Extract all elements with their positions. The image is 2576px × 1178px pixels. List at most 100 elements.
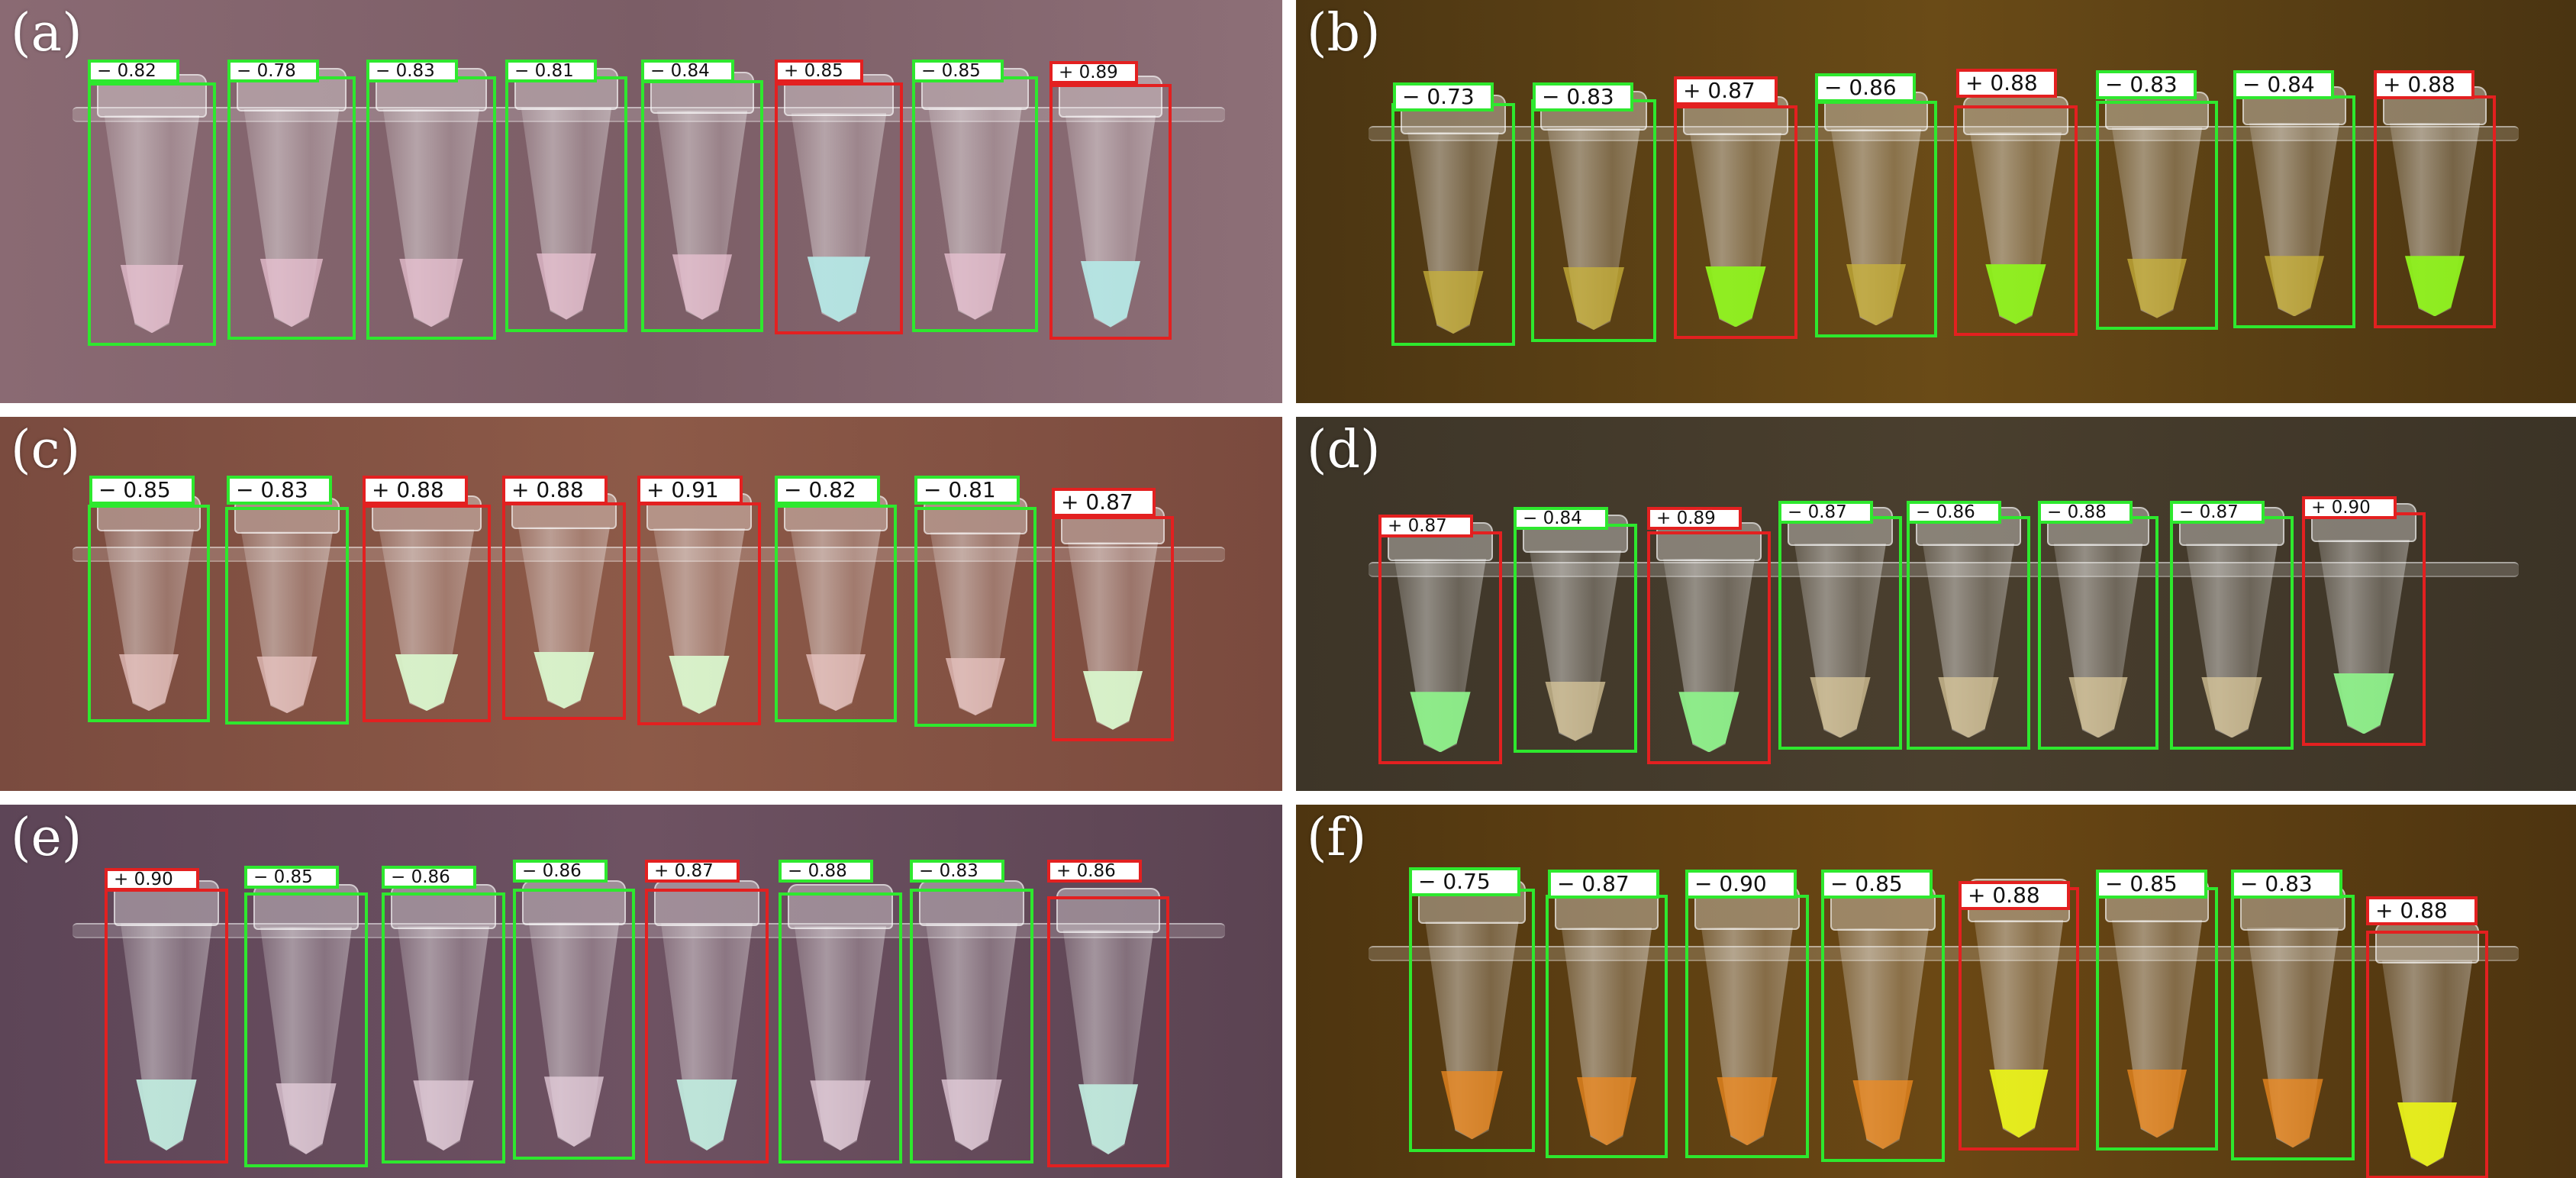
photo-panel: − 0.73 − 0.83 + 0.87 − 0.86 + 0.88 − 0.83 − 0.… <box>1296 0 2576 403</box>
tube-cap <box>1056 888 1161 934</box>
tube-cap <box>253 884 359 930</box>
detection-label: + 0.88 <box>1959 881 2070 910</box>
detection-label: − 0.84 <box>1514 507 1608 530</box>
detection-label: − 0.81 <box>914 476 1020 505</box>
panel-letter: (f) <box>1307 808 1367 868</box>
detection-box-positive <box>105 889 228 1163</box>
detection-box-negative <box>366 76 496 340</box>
pcr-tube <box>1052 883 1165 1163</box>
tube-cap <box>521 880 627 926</box>
photo-panel: + 0.90 − 0.85 − 0.86 − 0.86 + 0.87 − 0.88 − 0.… <box>0 805 1282 1178</box>
tube-cap <box>2374 921 2480 963</box>
detection-label: + 0.88 <box>2366 896 2478 925</box>
detection-box-negative <box>225 507 349 725</box>
photo-panel: + 0.87 − 0.84 + 0.89 − 0.87 − 0.86 − 0.88 − 0.… <box>1296 417 2576 791</box>
detection-label: − 0.84 <box>2233 70 2334 99</box>
detection-box-negative <box>2233 95 2355 328</box>
pcr-tube <box>367 491 486 718</box>
tube-rack <box>73 923 1225 938</box>
pcr-tube <box>783 879 898 1159</box>
detection-box-positive <box>1674 105 1797 339</box>
detection-box-negative <box>2038 516 2158 750</box>
detection-box-negative <box>641 80 763 332</box>
pcr-tube <box>2371 917 2484 1174</box>
detection-label: − 0.86 <box>1815 73 1916 102</box>
detection-label: + 0.87 <box>1052 488 1156 517</box>
detection-box-positive <box>775 82 903 334</box>
panel-letter: (c) <box>11 420 81 480</box>
detection-label: + 0.88 <box>1956 69 2057 98</box>
pcr-tube <box>2378 82 2491 324</box>
detection-label: − 0.87 <box>2170 501 2265 524</box>
detection-box-negative <box>1409 889 1535 1152</box>
detection-label: − 0.86 <box>382 866 476 889</box>
detection-label: − 0.88 <box>779 860 873 883</box>
detection-box-positive <box>1647 531 1771 764</box>
photo-panel: − 0.82 − 0.78 − 0.83 − 0.81 − 0.84 + 0.85 − 0.… <box>0 0 1282 403</box>
pcr-tube <box>1383 518 1498 760</box>
pcr-tube <box>249 879 363 1163</box>
detection-label: − 0.86 <box>1907 501 2001 524</box>
detection-label: − 0.83 <box>227 476 332 505</box>
detection-label: − 0.81 <box>505 60 597 82</box>
pcr-tube <box>919 493 1032 722</box>
pcr-tube <box>646 66 759 328</box>
pcr-tube <box>914 875 1029 1159</box>
detection-label: − 0.84 <box>641 60 734 82</box>
detection-box-positive <box>2302 512 2426 746</box>
detection-label: + 0.88 <box>2374 70 2474 99</box>
detection-label: − 0.83 <box>910 860 1004 883</box>
panel-letter: (d) <box>1307 420 1381 480</box>
detection-box-negative <box>779 892 902 1163</box>
panel-letter: (e) <box>11 808 82 868</box>
tube-rack <box>73 107 1225 122</box>
panel-background <box>1296 805 2576 1178</box>
detection-box-negative <box>88 505 210 722</box>
pcr-tube <box>642 489 756 721</box>
detection-label: − 0.83 <box>2096 70 2197 99</box>
tube-cap <box>391 884 496 930</box>
pcr-tube <box>371 63 492 335</box>
detection-box-positive <box>363 505 491 722</box>
detection-label: − 0.75 <box>1409 867 1520 896</box>
detection-box-positive <box>1049 84 1172 340</box>
detection-box-negative <box>1391 103 1515 346</box>
detection-label: + 0.91 <box>637 476 743 505</box>
detection-label: − 0.78 <box>227 60 319 82</box>
detection-box-negative <box>2231 895 2355 1160</box>
pcr-tube <box>650 875 764 1159</box>
detection-box-negative <box>2096 101 2218 330</box>
detection-box-negative <box>244 892 368 1167</box>
photo-panel: − 0.85 − 0.83 + 0.88 + 0.88 + 0.91 − 0.82 − 0.… <box>0 417 1282 791</box>
pcr-tube <box>1826 881 1940 1157</box>
detection-label: − 0.83 <box>1533 82 1633 111</box>
panel-letter: (b) <box>1307 3 1381 63</box>
detection-label: + 0.86 <box>1047 860 1142 883</box>
tube-rack <box>1369 562 2519 577</box>
detection-label: + 0.85 <box>775 60 863 82</box>
detection-box-positive <box>1378 531 1502 764</box>
panel-letter: (a) <box>11 3 82 63</box>
detection-box-negative <box>2170 516 2294 750</box>
detection-box-negative <box>88 82 216 346</box>
detection-label: − 0.83 <box>366 60 458 82</box>
detection-box-negative <box>1685 895 1809 1158</box>
detection-box-positive <box>2374 95 2496 328</box>
detection-label: + 0.89 <box>1049 61 1138 84</box>
detection-label: − 0.86 <box>513 860 608 883</box>
detection-label: − 0.90 <box>1685 870 1797 899</box>
detection-box-negative <box>912 76 1038 332</box>
detection-box-negative <box>227 76 356 340</box>
detection-box-negative <box>1821 895 1945 1162</box>
detection-label: − 0.82 <box>775 476 880 505</box>
detection-box-positive <box>502 502 626 720</box>
detection-label: − 0.83 <box>2231 870 2342 899</box>
detection-label: + 0.88 <box>502 476 608 505</box>
detection-box-negative <box>1531 99 1656 342</box>
detection-label: + 0.87 <box>1674 76 1778 105</box>
detection-box-positive <box>1959 887 2079 1151</box>
detection-label: − 0.73 <box>1393 82 1494 111</box>
detection-box-positive <box>1052 516 1174 741</box>
detection-box-negative <box>1546 895 1668 1158</box>
